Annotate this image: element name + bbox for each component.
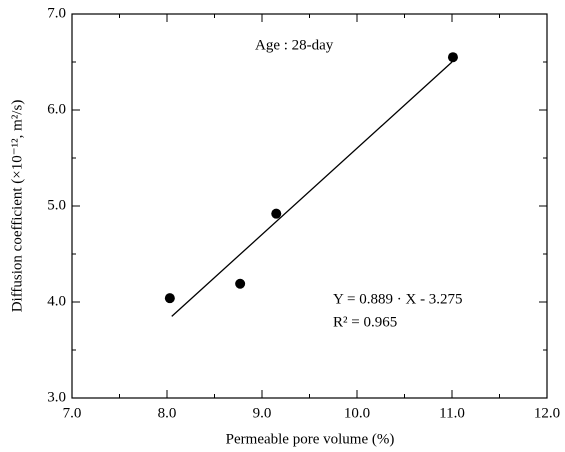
x-tick-label: 12.0	[534, 405, 560, 421]
y-tick-label: 3.0	[47, 389, 66, 405]
x-tick-label: 9.0	[253, 405, 272, 421]
y-tick-label: 7.0	[47, 5, 66, 21]
y-axis-label: Diffusion coefficient (×10⁻¹², m²/s)	[9, 100, 25, 313]
plot-frame	[71, 13, 548, 399]
data-point	[164, 293, 175, 304]
data-point	[447, 52, 458, 63]
annotation: Age : 28-day	[255, 37, 334, 53]
y-tick-label: 6.0	[47, 101, 66, 117]
y-tick-label: 5.0	[47, 197, 66, 213]
fit-line	[171, 61, 453, 317]
x-tick-label: 11.0	[439, 405, 465, 421]
x-tick-label: 10.0	[344, 405, 370, 421]
x-tick-label: 7.0	[63, 405, 82, 421]
annotation: Y = 0.889 · X - 3.275	[333, 291, 463, 307]
data-point	[271, 208, 282, 219]
x-tick-label: 8.0	[158, 405, 177, 421]
data-point	[235, 278, 246, 289]
y-tick-label: 4.0	[47, 293, 66, 309]
annotation: R² = 0.965	[333, 314, 397, 330]
x-axis-label: Permeable pore volume (%)	[226, 431, 395, 447]
